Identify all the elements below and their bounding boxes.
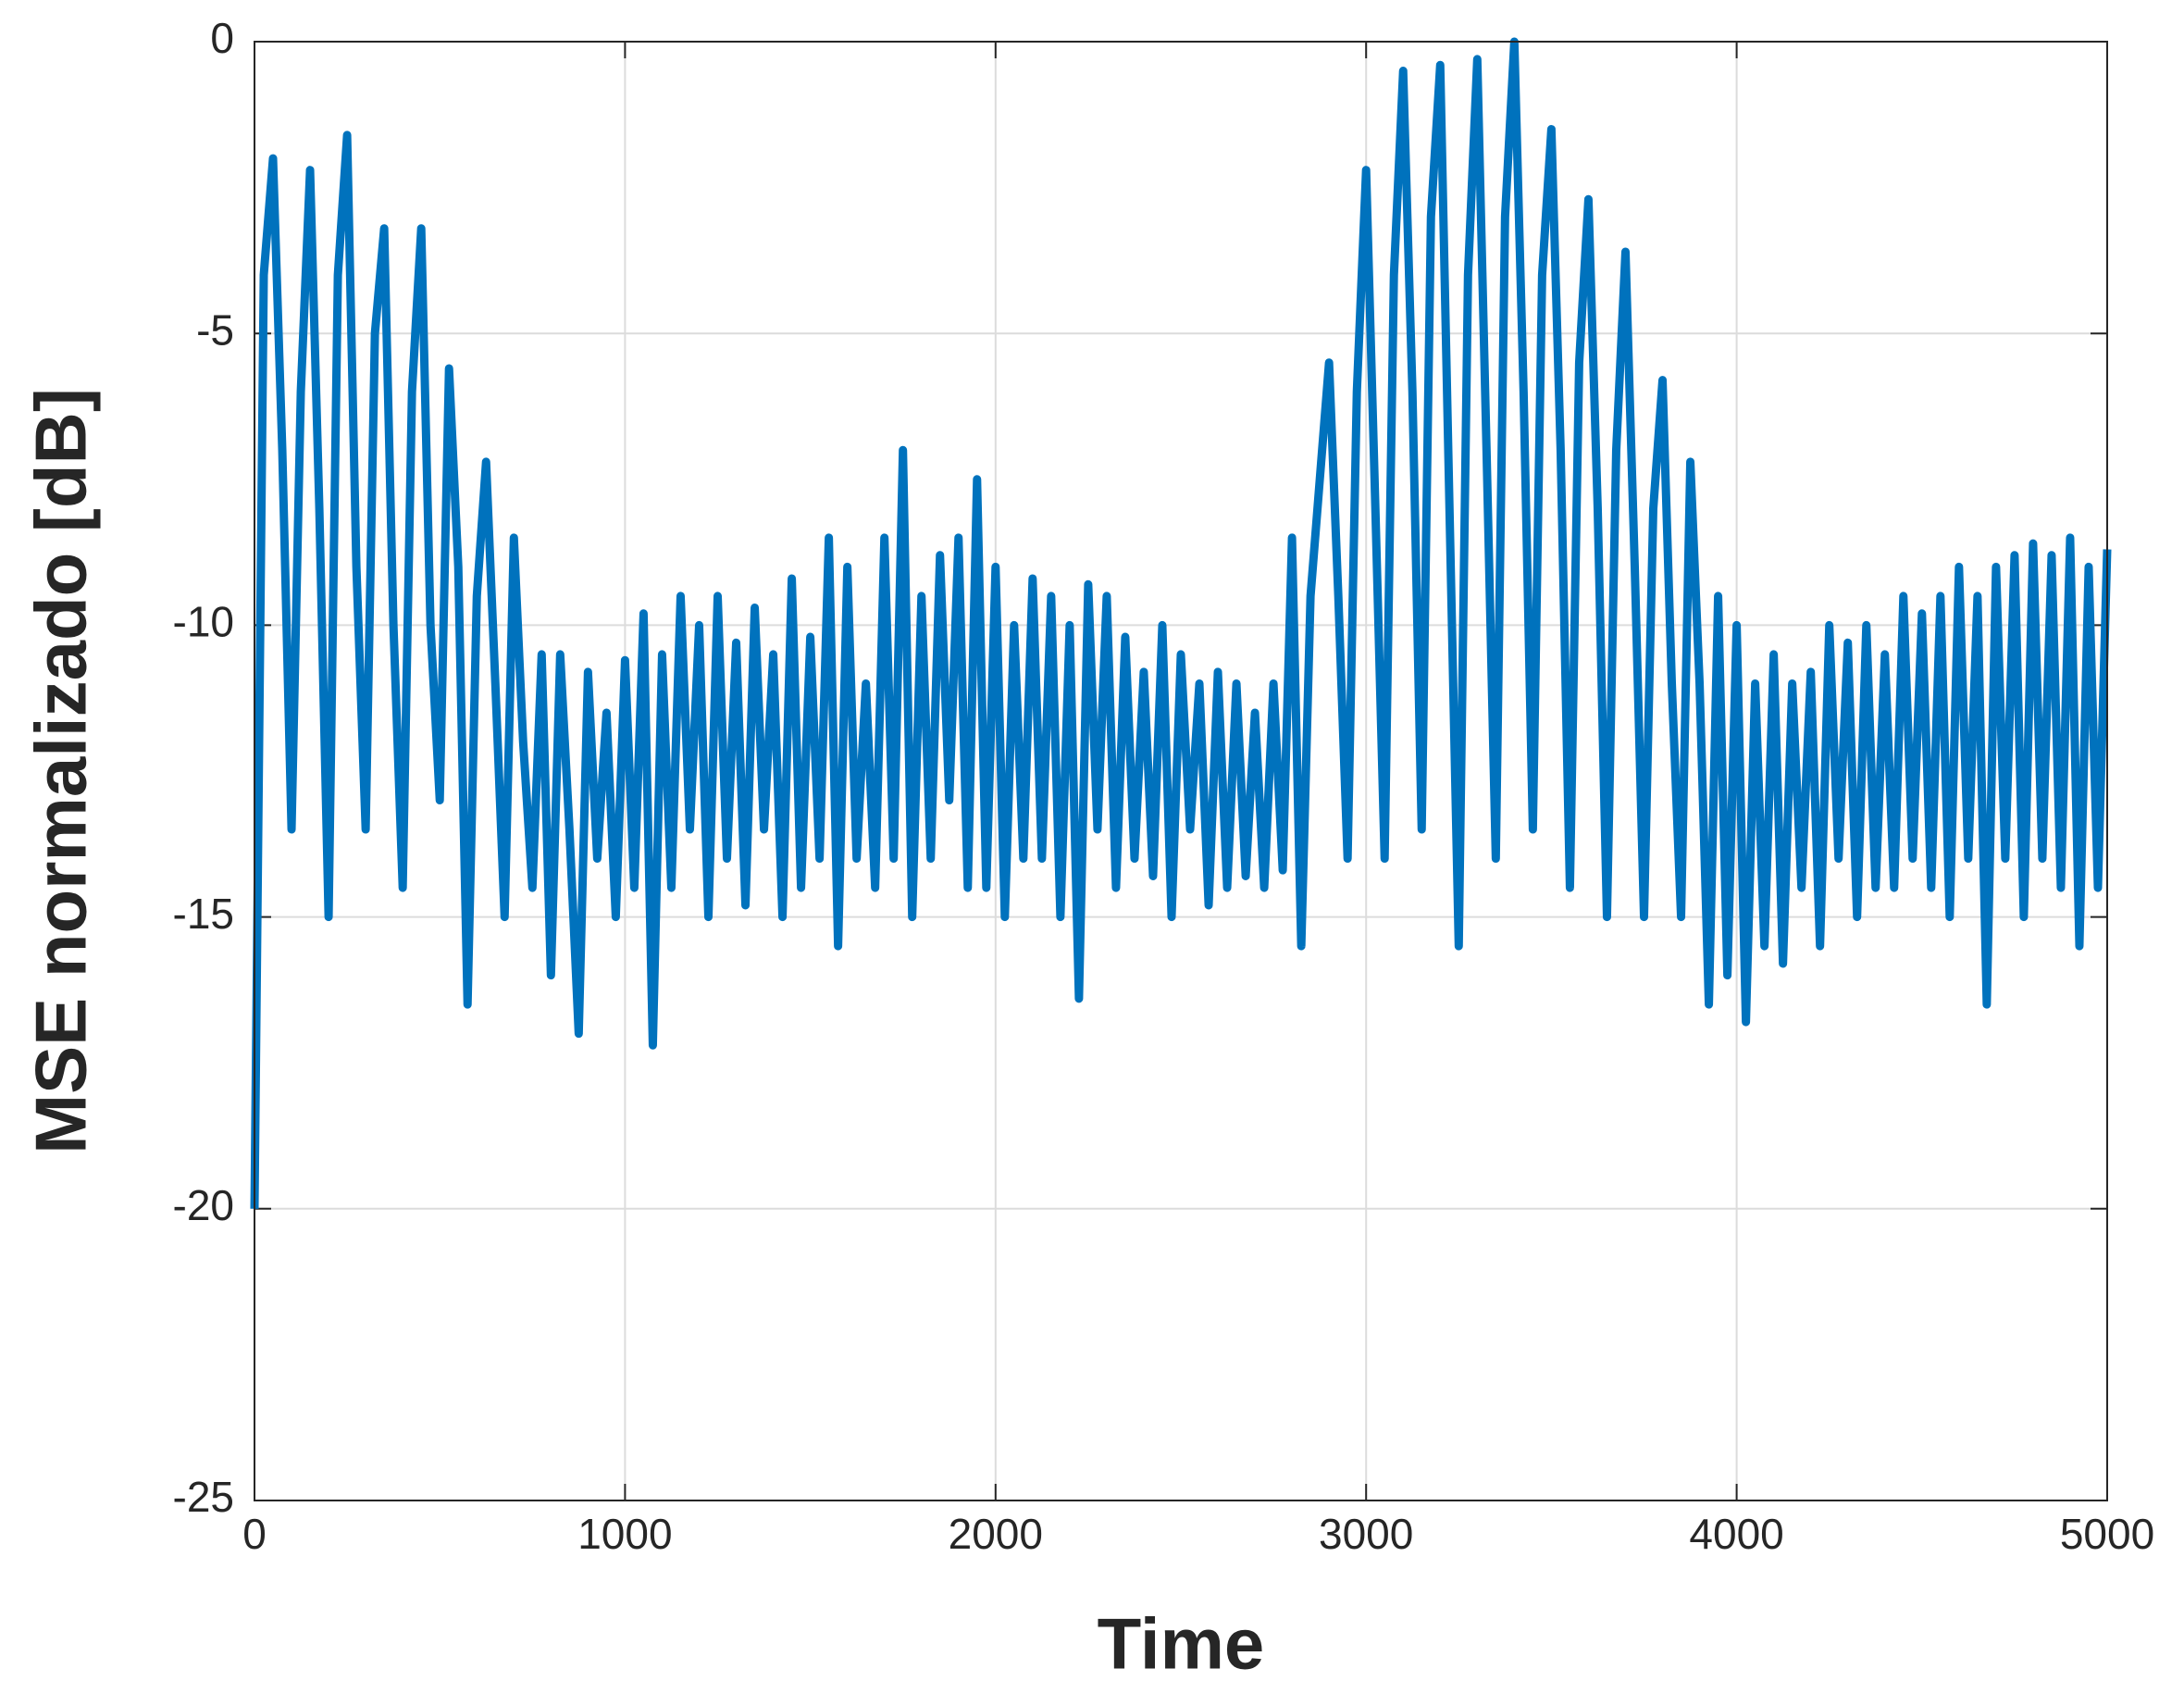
data-line: [250, 37, 2112, 1209]
x-tick-label: 0: [242, 1510, 267, 1558]
y-tick-label: -5: [196, 305, 234, 354]
y-tick-label: -25: [173, 1473, 234, 1521]
x-tick-label: 2000: [949, 1510, 1043, 1558]
y-tick-label: -10: [173, 598, 234, 646]
y-axis-label: MSE normalizado [dB]: [20, 388, 102, 1154]
y-tick-label: 0: [210, 14, 234, 62]
x-tick-label: 1000: [577, 1510, 672, 1558]
x-axis-label: Time: [1098, 1603, 1265, 1685]
x-tick-label: 5000: [2060, 1510, 2154, 1558]
y-tick-label: -15: [173, 890, 234, 938]
x-tick-label: 4000: [1689, 1510, 1783, 1558]
x-tick-label: 3000: [1319, 1510, 1413, 1558]
y-tick-label: -20: [173, 1181, 234, 1229]
plot-frame: [254, 41, 2108, 1501]
